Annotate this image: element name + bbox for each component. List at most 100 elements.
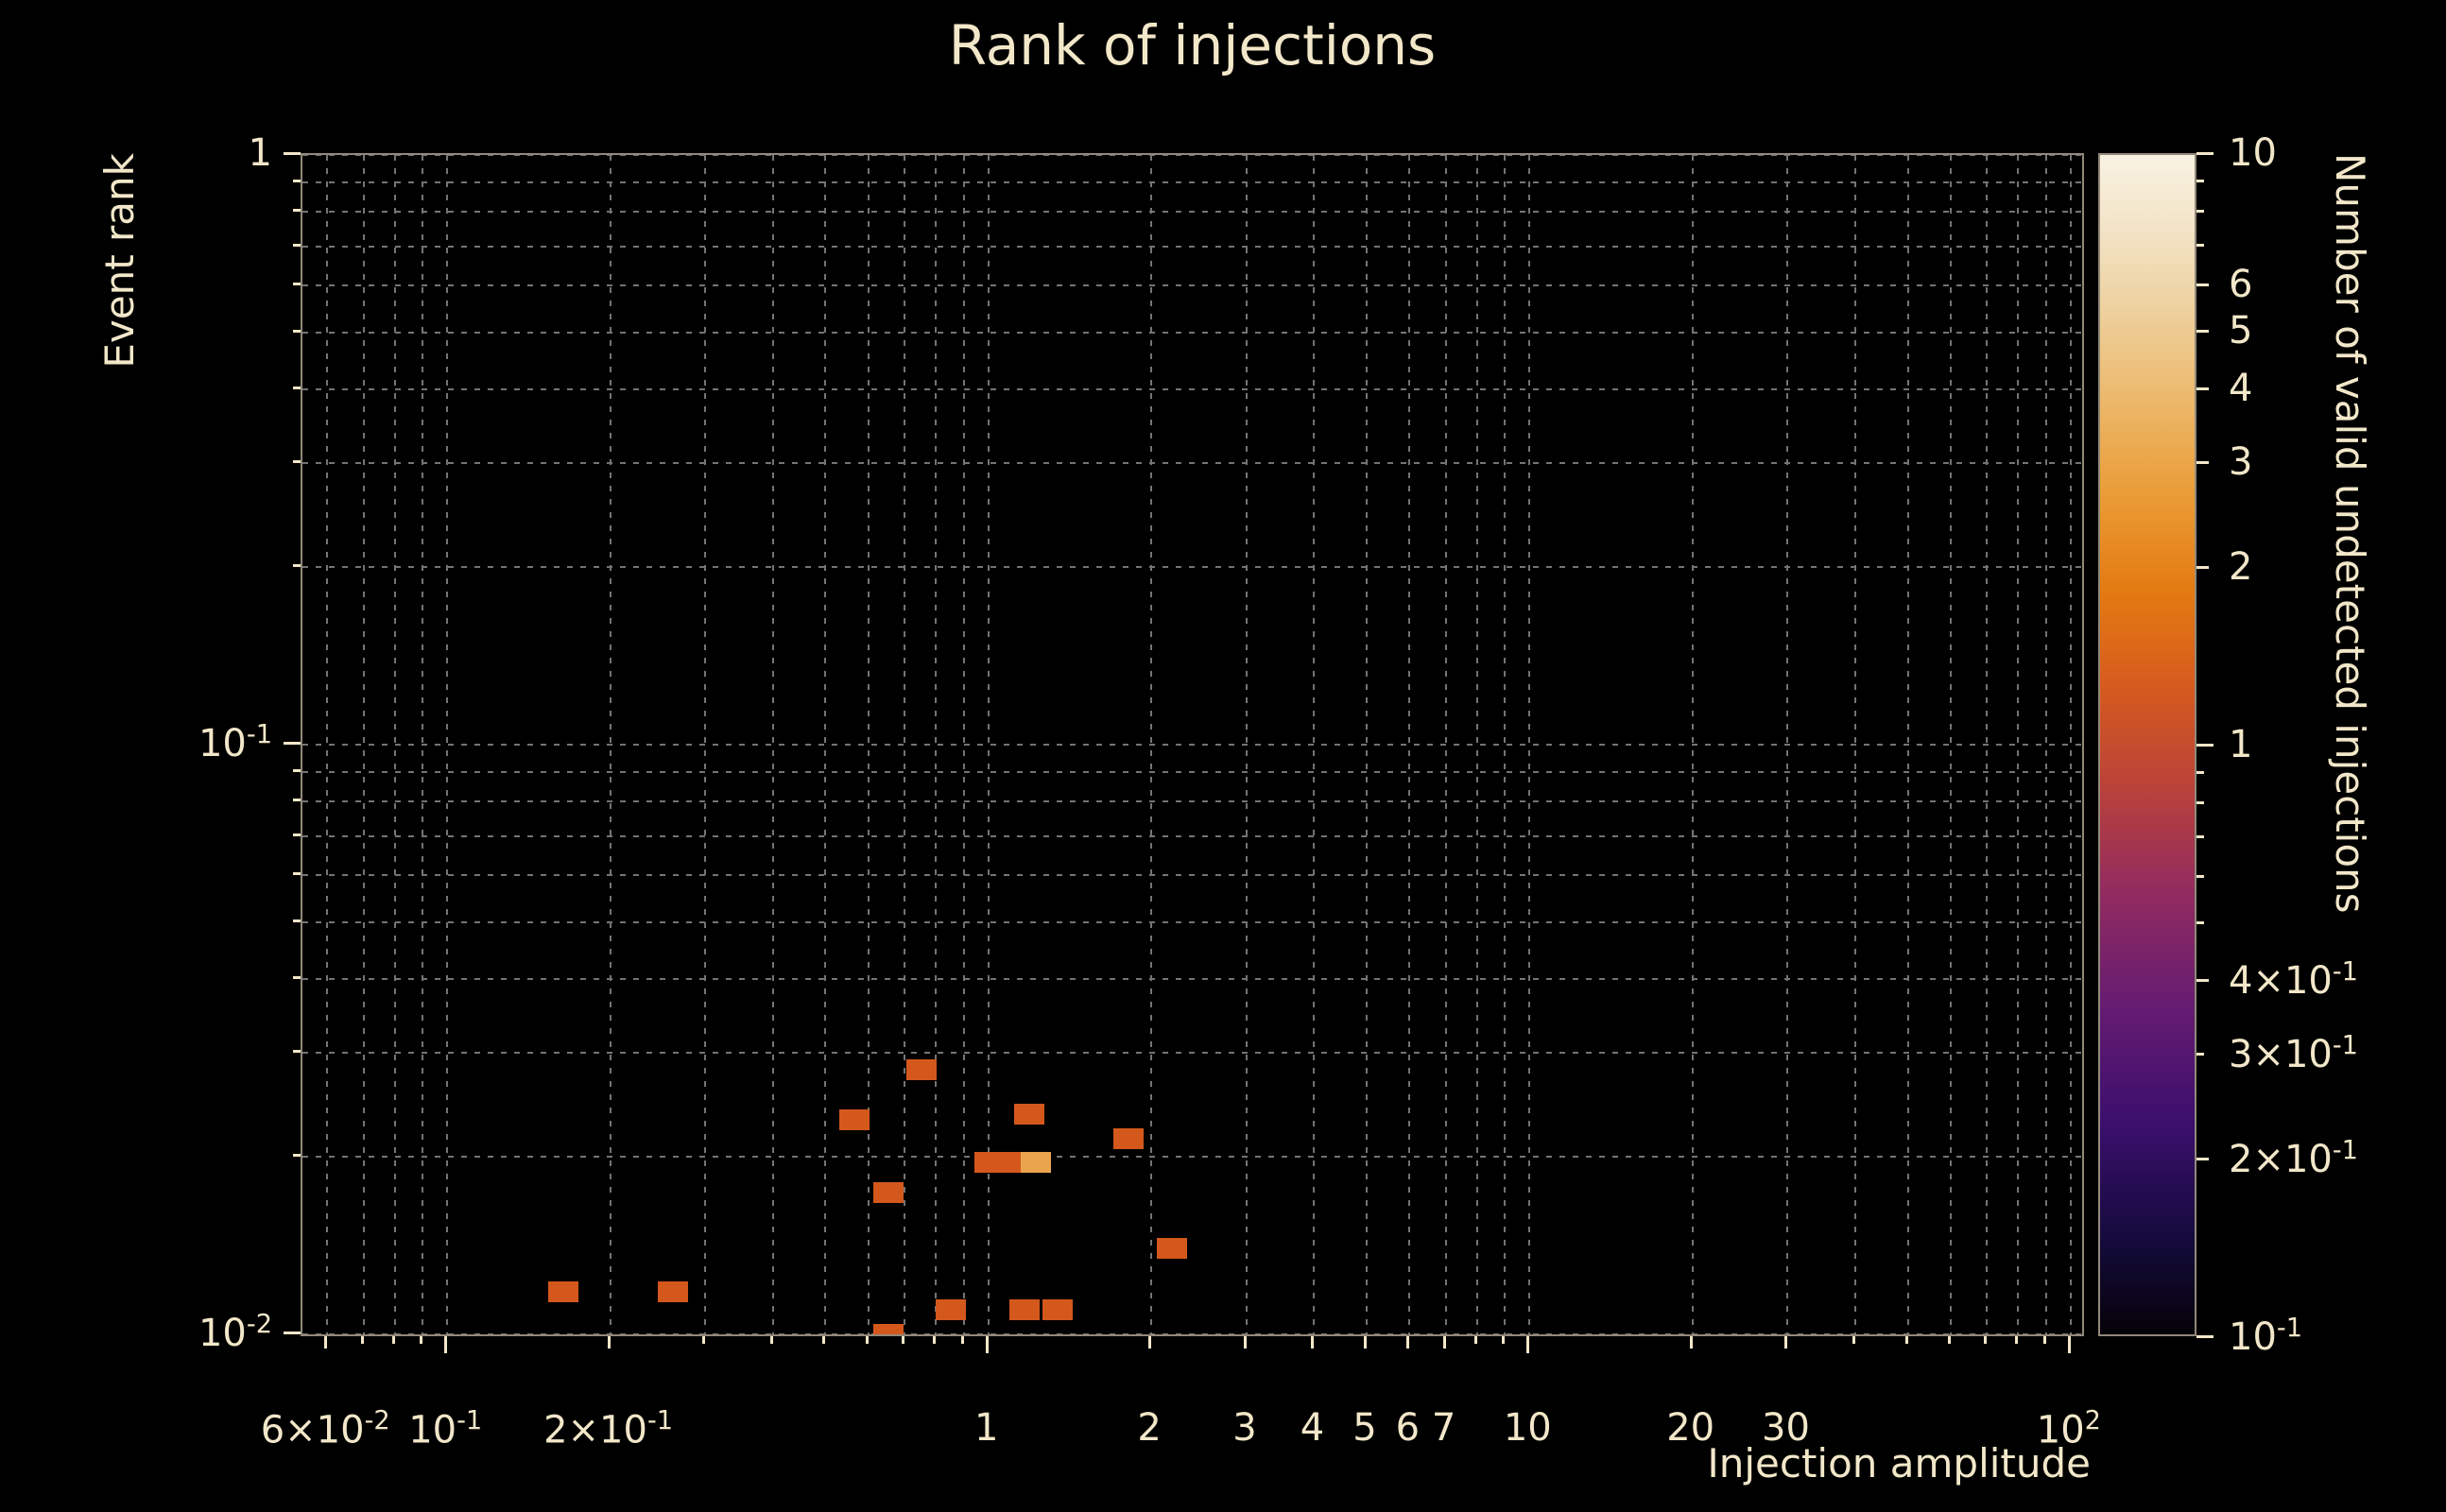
x-axis-tick — [2067, 1336, 2071, 1353]
colorbar-label: Number of valid undetected injections — [2327, 153, 2373, 914]
y-axis-tick — [284, 152, 301, 155]
x-axis-tick — [1473, 1336, 1477, 1344]
x-axis-tick — [1243, 1336, 1247, 1349]
heatmap-cell — [1009, 1299, 1041, 1321]
x-axis-tick — [1363, 1336, 1367, 1349]
colorbar-tick — [2196, 1053, 2204, 1057]
x-axis-tick — [2042, 1336, 2046, 1344]
colorbar-tick-label: 6 — [2229, 262, 2253, 306]
colorbar-tick — [2196, 800, 2204, 804]
colorbar-tick — [2196, 565, 2209, 569]
heatmap-cell — [905, 1059, 937, 1080]
colorbar-tick — [2196, 152, 2213, 155]
x-axis-tick — [985, 1336, 989, 1353]
x-axis: 6×10-2 10-1 2×10-1 1 2 3 4 5 6 7 10 20 30 102 — [261, 1336, 2101, 1512]
x-axis-tick-label: 4 — [1300, 1406, 1325, 1450]
y-axis: 1 10-1 10-2 — [0, 131, 301, 1355]
heatmap-cell — [657, 1281, 688, 1303]
y-axis-tick — [293, 768, 301, 772]
x-axis-tick — [960, 1336, 964, 1344]
grid-line-horizontal — [302, 834, 2082, 837]
y-axis-tick — [293, 243, 301, 247]
x-axis-tick-label: 7 — [1431, 1406, 1456, 1450]
x-axis-tick — [902, 1336, 905, 1344]
colorbar-tick-label: 2×10-1 — [2229, 1135, 2358, 1181]
x-axis-tick — [1852, 1336, 1856, 1344]
colorbar-tick — [2196, 874, 2204, 878]
x-axis-tick-label: 6 — [1395, 1406, 1421, 1450]
colorbar-tick — [2196, 387, 2209, 391]
colorbar-tick — [2196, 921, 2204, 925]
x-axis-tick — [1526, 1336, 1530, 1353]
heatmap-cell — [872, 1324, 904, 1334]
x-axis-tick-label: 10 — [1503, 1406, 1552, 1450]
heatmap-cell — [838, 1109, 870, 1131]
heatmap-cell — [1014, 1104, 1045, 1125]
y-axis-tick — [284, 1332, 301, 1334]
x-axis-tick-label: 3 — [1232, 1406, 1257, 1450]
y-axis-tick — [293, 209, 301, 213]
x-axis-tick — [1689, 1336, 1693, 1349]
x-axis-label: Injection amplitude — [1707, 1440, 2091, 1486]
grid-line-horizontal — [302, 284, 2082, 287]
y-axis-tick-label: 10-2 — [198, 1309, 272, 1356]
x-axis-tick — [1406, 1336, 1410, 1349]
grid-line-horizontal — [302, 770, 2082, 773]
heatmap-cell — [1042, 1299, 1074, 1321]
x-axis-tick — [324, 1336, 328, 1349]
x-axis-tick — [1984, 1336, 1988, 1344]
x-axis-tick-label: 5 — [1352, 1406, 1377, 1450]
grid-line-horizontal — [302, 800, 2082, 803]
colorbar-tick-label: 10 — [2229, 131, 2277, 175]
heatmap-cell — [872, 1181, 904, 1203]
colorbar-tick — [2196, 461, 2209, 465]
grid-line-horizontal — [302, 211, 2082, 214]
x-axis-tick — [1442, 1336, 1446, 1349]
colorbar-tick-label: 3×10-1 — [2229, 1031, 2358, 1077]
grid-line-horizontal — [302, 462, 2082, 465]
heatmap-cell — [935, 1299, 966, 1321]
colorbar-tick — [2196, 834, 2204, 838]
x-axis-tick — [702, 1336, 706, 1344]
colorbar-tick-label: 2 — [2229, 544, 2253, 589]
colorbar-tick-label: 4×10-1 — [2229, 956, 2358, 1004]
colorbar-tick-label: 5 — [2229, 309, 2253, 353]
chart-title: Rank of injections — [948, 13, 1437, 77]
colorbar-tick — [2196, 744, 2213, 747]
colorbar-tick-label: 3 — [2229, 440, 2253, 485]
colorbar-tick-label: 1 — [2229, 723, 2253, 766]
colorbar-tick — [2196, 179, 2204, 182]
x-axis-tick — [420, 1336, 423, 1344]
x-axis-tick-label: 102 — [2036, 1406, 2101, 1452]
x-axis-tick-label: 2 — [1137, 1406, 1162, 1450]
x-axis-tick-label: 10-1 — [408, 1406, 483, 1452]
colorbar-tick — [2196, 1335, 2213, 1338]
plot-area — [301, 153, 2084, 1336]
x-axis-tick-label: 30 — [1762, 1406, 1810, 1450]
x-axis-tick — [391, 1336, 395, 1344]
grid-line-horizontal — [302, 978, 2082, 981]
grid-line-horizontal — [302, 1333, 2082, 1334]
heatmap-cell — [997, 1151, 1028, 1173]
colorbar-tick — [2196, 770, 2204, 774]
heatmap-cell — [1113, 1127, 1145, 1149]
colorbar-tick — [2196, 1157, 2209, 1160]
x-axis-tick — [607, 1336, 611, 1349]
y-axis-tick — [293, 564, 301, 568]
y-axis-tick — [293, 919, 301, 922]
colorbar-tick — [2196, 243, 2204, 247]
colorbar-tick-label: 4 — [2229, 367, 2253, 411]
grid-line-horizontal — [302, 388, 2082, 391]
y-axis-tick — [293, 387, 301, 390]
y-axis-tick — [293, 179, 301, 182]
grid-line-horizontal — [302, 331, 2082, 334]
x-axis-tick — [2015, 1336, 2019, 1344]
x-axis-tick — [1502, 1336, 1506, 1344]
y-axis-tick — [293, 460, 301, 464]
colorbar-tick — [2196, 283, 2209, 286]
x-axis-tick-label: 2×10-1 — [543, 1406, 674, 1452]
heatmap-cell — [1021, 1151, 1052, 1173]
y-axis-tick — [293, 283, 301, 286]
heatmap-cell — [1157, 1237, 1188, 1259]
y-axis-tick — [293, 1154, 301, 1158]
